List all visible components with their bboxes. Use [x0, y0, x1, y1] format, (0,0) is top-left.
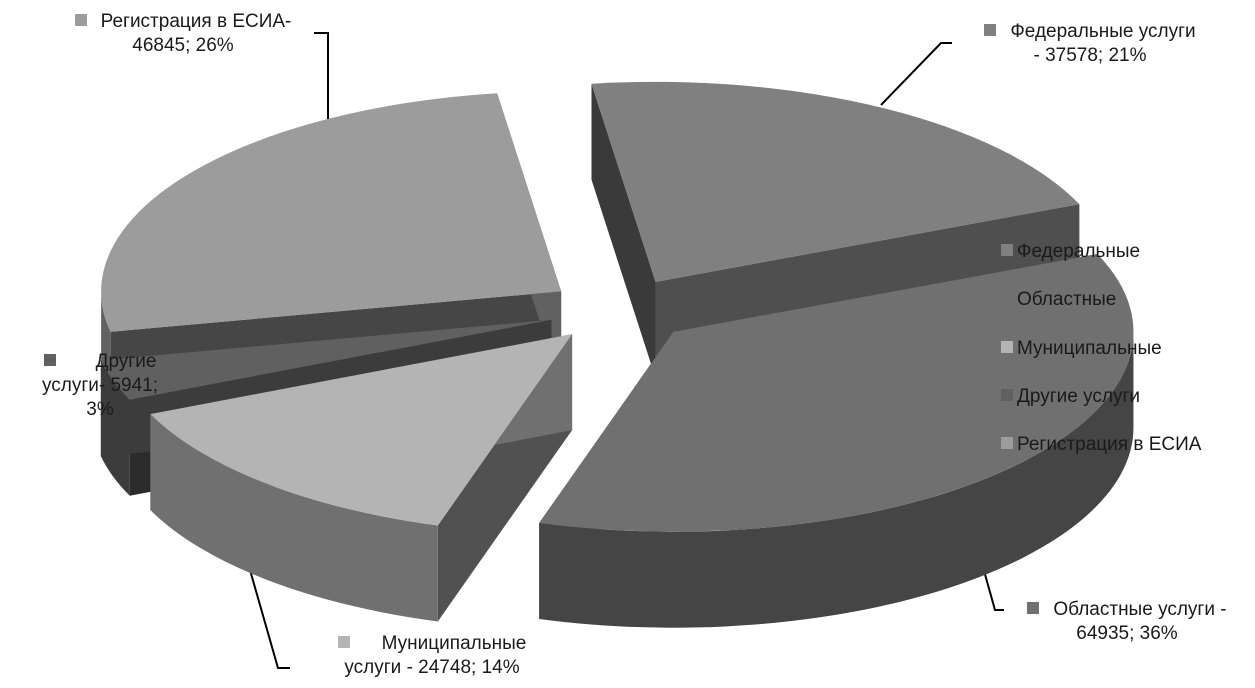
legend-swatch-regional: [1001, 292, 1013, 304]
pie-slices: [100, 81, 1134, 532]
slice-wall-regional: [539, 331, 1134, 628]
legend-swatch-other: [1001, 389, 1013, 401]
legend-item-other: Другие услуги: [1001, 385, 1140, 409]
slice-regional: [539, 253, 1134, 532]
legend-item-municipal: Муниципальные: [1001, 337, 1162, 361]
label-swatch-regional: [1027, 602, 1040, 614]
legend-swatch-federal: [1001, 244, 1013, 256]
leader-line-federal: [880, 42, 952, 106]
legend-item-federal: Федеральные: [1001, 240, 1140, 264]
data-label-federal: Федеральные услуги - 37578; 21%: [954, 20, 1226, 68]
legend-item-esia: Регистрация в ЕСИА: [1001, 433, 1201, 457]
slice-wall-other: [100, 360, 130, 496]
legend-swatch-esia: [1001, 437, 1013, 449]
data-label-regional: Областные услуги - 64935; 36%: [1004, 598, 1250, 646]
leader-line-esia: [314, 32, 329, 122]
slice-wall-municipal: [150, 414, 438, 622]
label-swatch-municipal: [337, 636, 350, 648]
legend-item-regional: Областные: [1001, 288, 1116, 312]
label-swatch-federal: [984, 24, 997, 36]
slice-federal: [591, 81, 1080, 282]
slice-municipal: [150, 334, 573, 526]
label-swatch-other: [43, 354, 56, 366]
legend-swatch-municipal: [1001, 341, 1013, 353]
label-swatch-esia: [74, 14, 87, 26]
data-label-municipal: Муниципальные услуги - 24748; 14%: [292, 632, 572, 680]
slice-esia: [101, 93, 562, 332]
data-label-other: Другие услуги- 5941; 3%: [41, 351, 159, 420]
slice-cut-face-federal-start: [591, 83, 656, 378]
slice-other: [100, 319, 552, 400]
data-label-esia: Регистрация в ЕСИА- 46845; 26%: [50, 10, 316, 58]
